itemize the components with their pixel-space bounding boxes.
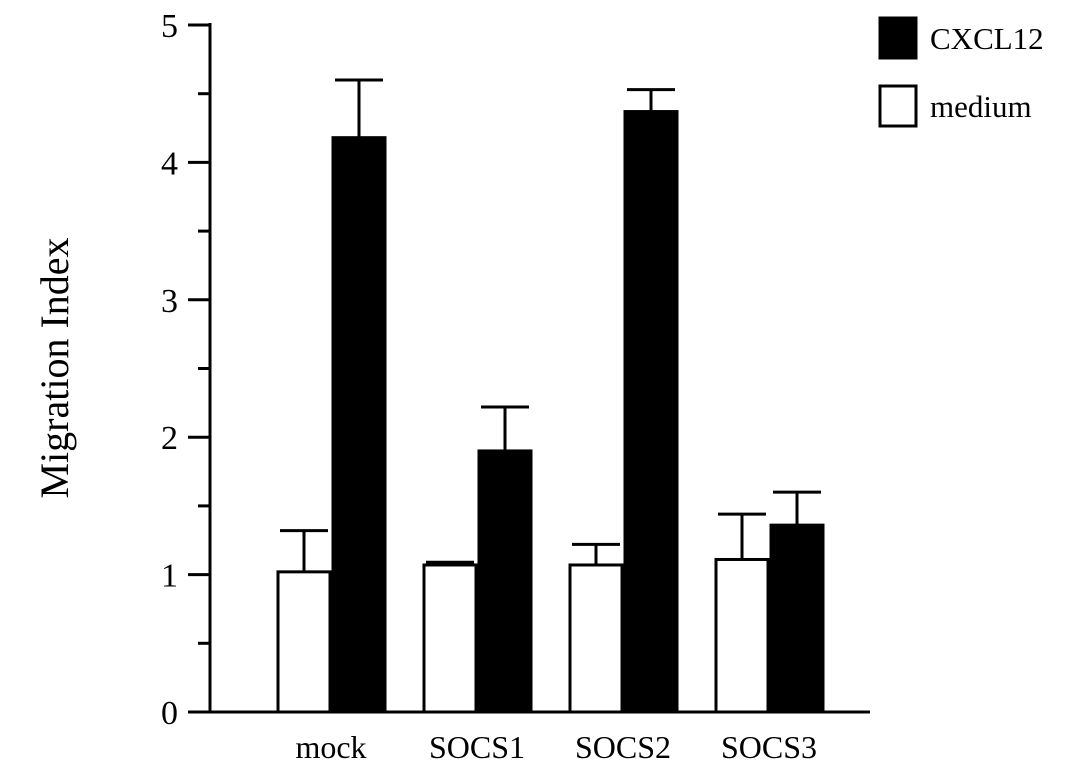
y-tick-label: 1 bbox=[161, 558, 178, 595]
bar-cxcl12-socs3 bbox=[771, 525, 823, 712]
y-tick-label: 0 bbox=[161, 695, 178, 732]
bar-cxcl12-socs1 bbox=[479, 451, 531, 712]
bar-cxcl12-socs2 bbox=[625, 112, 677, 712]
legend-swatch-medium bbox=[880, 86, 916, 126]
bar-medium-socs3 bbox=[716, 559, 768, 712]
x-tick-label: SOCS2 bbox=[575, 729, 671, 765]
bar-medium-socs2 bbox=[570, 565, 622, 712]
y-tick-label: 5 bbox=[161, 8, 178, 45]
plot-area: 0 1 2 3 4 5 mock SOCS1 SOCS2 SOCS3 bbox=[161, 8, 870, 765]
x-tick-label: SOCS3 bbox=[721, 729, 817, 765]
y-tick-label: 3 bbox=[161, 283, 178, 320]
legend-swatch-cxcl12 bbox=[880, 18, 916, 58]
y-tick-label: 2 bbox=[161, 420, 178, 457]
bar-medium-socs1 bbox=[424, 565, 476, 712]
bar-cxcl12-mock bbox=[333, 138, 385, 712]
x-tick-label: mock bbox=[295, 729, 366, 765]
x-tick-label: SOCS1 bbox=[429, 729, 525, 765]
legend-label-medium: medium bbox=[930, 89, 1032, 124]
y-axis-label: Migration Index bbox=[32, 237, 77, 498]
bar-medium-mock bbox=[278, 572, 330, 712]
legend: CXCL12 medium bbox=[880, 18, 1044, 126]
legend-label-cxcl12: CXCL12 bbox=[930, 21, 1044, 56]
y-tick-label: 4 bbox=[161, 145, 178, 182]
